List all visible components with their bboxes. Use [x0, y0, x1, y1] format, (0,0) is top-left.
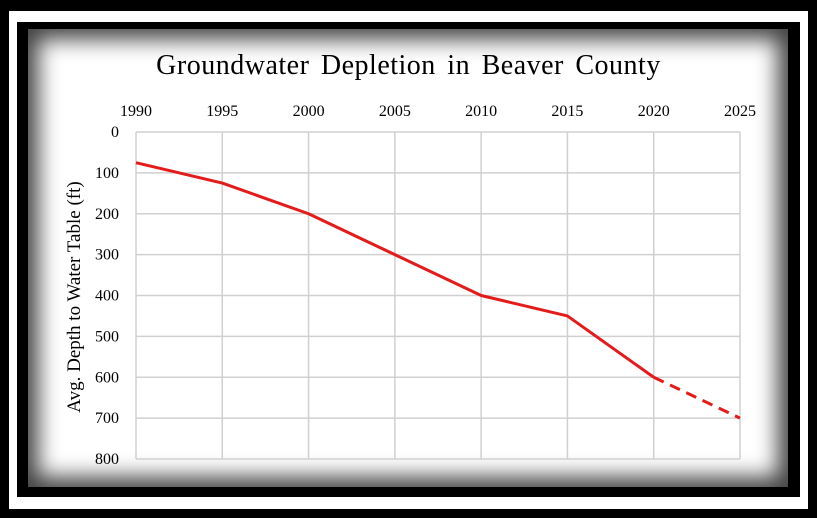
y-tick-label: 600 — [95, 369, 119, 386]
y-tick-label: 500 — [95, 328, 119, 345]
chart-area — [28, 29, 788, 487]
y-tick-label: 0 — [111, 124, 119, 141]
y-tick-label: 300 — [95, 247, 119, 264]
x-tick-labels: 1990 1995 2000 2005 2010 2015 2020 2025 — [120, 103, 756, 120]
grid-lines — [135, 131, 741, 460]
x-tick-label: 2020 — [638, 103, 670, 120]
x-tick-label: 2015 — [551, 103, 583, 120]
y-tick-labels: 0 100 200 300 400 500 600 700 800 — [95, 124, 119, 468]
y-tick-label: 200 — [95, 206, 119, 223]
x-tick-label: 2000 — [293, 103, 325, 120]
y-tick-label: 400 — [95, 288, 119, 305]
series-lines — [135, 161, 741, 420]
projection-line-dashed — [653, 375, 741, 420]
x-tick-label: 2005 — [379, 103, 411, 120]
x-tick-label: 1995 — [206, 103, 238, 120]
x-tick-label: 2010 — [465, 103, 497, 120]
chart-title: Groundwater Depletion in Beaver County — [156, 50, 661, 81]
y-tick-label: 100 — [95, 165, 119, 182]
y-tick-label: 700 — [95, 410, 119, 427]
x-tick-label: 1990 — [120, 103, 152, 120]
y-tick-label: 800 — [95, 451, 119, 468]
x-tick-label: 2025 — [724, 103, 756, 120]
y-axis-label: Avg. Depth to Water Table (ft) — [64, 181, 85, 412]
